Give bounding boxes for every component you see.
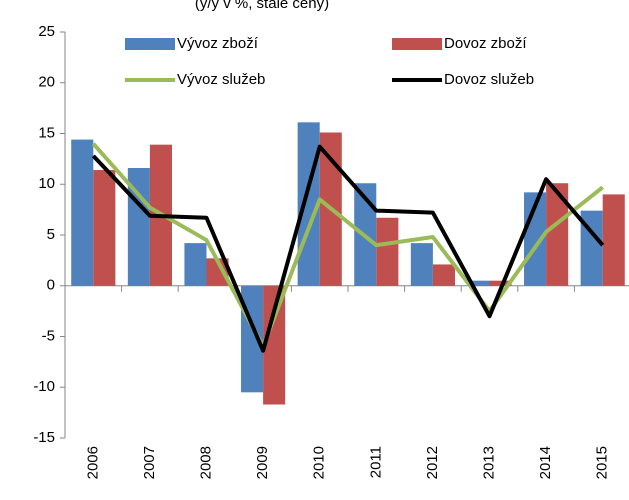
x-tick-label: 2008: [197, 446, 214, 479]
y-tick-label: 10: [38, 175, 55, 192]
bar: [206, 258, 229, 286]
legend-label: Dovoz zboží: [444, 35, 527, 52]
y-tick-label: 25: [38, 23, 55, 40]
x-tick-label: 2014: [537, 446, 554, 479]
x-tick-label: 2007: [141, 446, 158, 479]
bar: [184, 243, 207, 286]
line: [91, 144, 605, 353]
bar: [467, 280, 490, 286]
legend-label: Dovoz služeb: [444, 71, 534, 88]
bar: [546, 183, 569, 286]
bar: [376, 217, 399, 286]
y-tick-label: -10: [33, 378, 55, 395]
bar: [71, 139, 94, 286]
legend-swatch: [125, 38, 175, 50]
y-tick-label: -5: [42, 327, 55, 344]
x-tick-label: 2011: [367, 446, 384, 478]
bar: [263, 285, 286, 405]
bar: [602, 194, 625, 286]
y-tick-label: 5: [47, 226, 55, 243]
bar: [489, 280, 512, 286]
x-tick-label: 2009: [254, 446, 271, 479]
x-tick-label: 2010: [311, 446, 328, 479]
x-tick-label: 2013: [480, 446, 497, 479]
y-tick-label: -15: [33, 429, 55, 446]
legend-label: Vývoz služeb: [177, 71, 265, 88]
y-tick-label: 15: [38, 124, 55, 141]
legend-label: Vývoz zboží: [177, 35, 259, 52]
x-tick-label: 2012: [424, 446, 441, 479]
bar: [93, 170, 116, 286]
x-tick-label: 2015: [594, 446, 611, 479]
bar: [410, 243, 433, 286]
y-tick-label: 0: [47, 277, 55, 294]
bar: [580, 210, 603, 286]
x-tick-label: 2006: [84, 446, 101, 479]
line: [91, 142, 604, 349]
y-tick-label: 20: [38, 74, 55, 91]
chart-title: (y/y v %, stálé ceny): [195, 0, 329, 12]
bar: [432, 264, 455, 286]
legend-swatch: [392, 38, 442, 50]
